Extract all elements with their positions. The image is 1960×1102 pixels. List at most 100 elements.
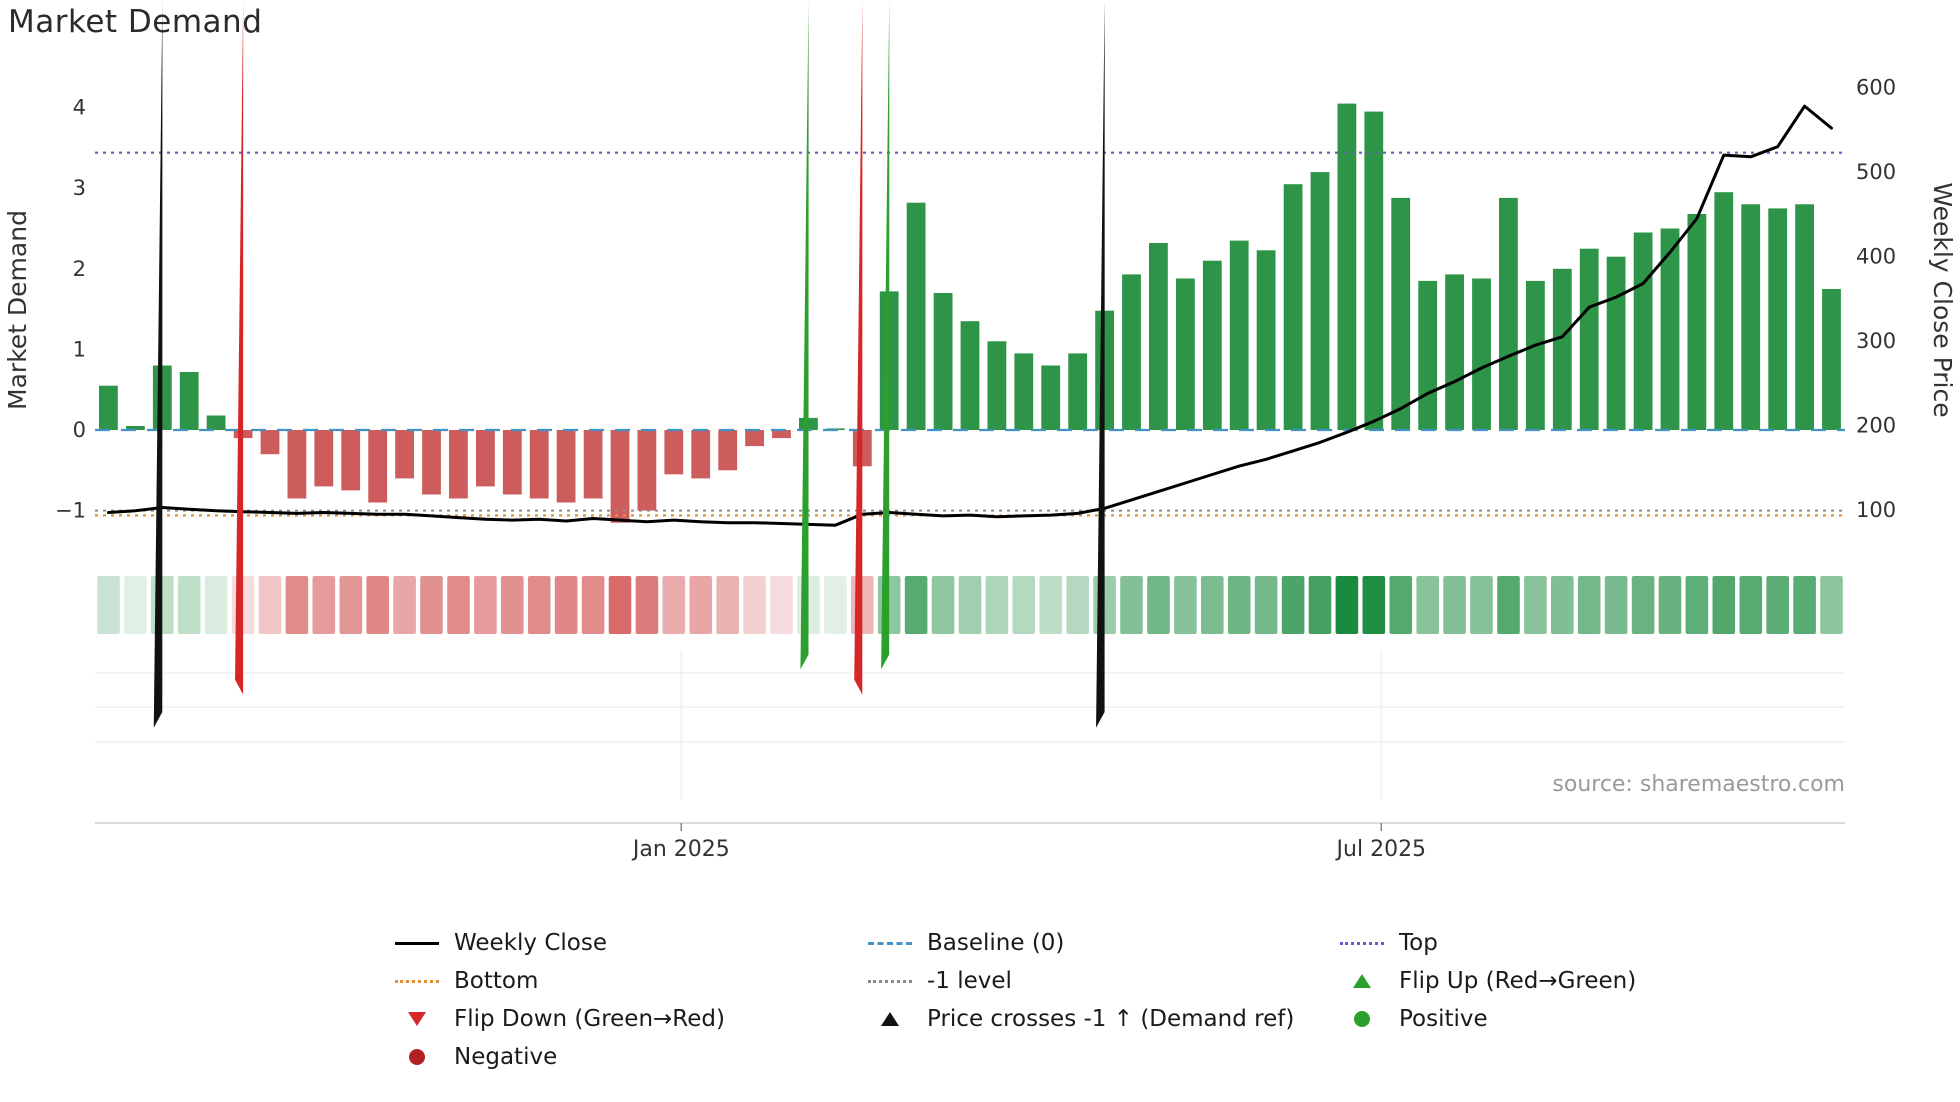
heatmap-cell	[1793, 576, 1816, 634]
heatmap-cell	[1766, 576, 1789, 634]
demand-bar	[1418, 280, 1438, 430]
demand-bar	[1176, 278, 1195, 430]
weekly-close-line	[107, 104, 1833, 527]
heatmap-cell	[258, 576, 282, 634]
demand-bar	[1014, 353, 1034, 430]
demand-bar	[1822, 289, 1841, 430]
right-axis-label: Weekly Close Price	[1928, 182, 1957, 417]
heatmap-cell	[1174, 576, 1197, 634]
demand-bar	[610, 430, 630, 523]
heatmap-cell	[1712, 576, 1736, 634]
demand-bar	[1337, 103, 1357, 430]
heatmap-cell	[1497, 576, 1520, 634]
right-tick-label: 600	[1856, 76, 1896, 100]
demand-bar	[1122, 274, 1141, 430]
demand-bar	[1256, 250, 1276, 430]
heatmap-cell	[1039, 576, 1063, 634]
demand-bar	[1552, 268, 1572, 430]
price-cross-marker-icon	[153, 0, 163, 728]
demand-bar	[1202, 260, 1222, 430]
heatmap-cell	[1604, 576, 1628, 634]
x-tick-label: Jan 2025	[631, 837, 730, 862]
demand-bar	[1768, 208, 1788, 430]
heatmap-cell	[1254, 576, 1278, 634]
demand-bar	[1068, 353, 1088, 430]
demand-bar	[1526, 280, 1545, 430]
demand-bar	[691, 430, 711, 479]
demand-bar	[637, 430, 657, 511]
demand-bar	[1633, 232, 1653, 430]
demand-bar	[529, 430, 549, 499]
demand-bar	[1391, 197, 1411, 430]
heatmap-cell	[985, 576, 1009, 634]
heatmap-cell	[1012, 576, 1036, 634]
demand-bar	[476, 430, 495, 487]
demand-bar	[960, 321, 980, 430]
left-tick-label: 2	[73, 257, 86, 281]
left-axis-label: Market Demand	[3, 210, 32, 410]
demand-bar	[1472, 278, 1491, 430]
heatmap-cell	[1551, 576, 1574, 634]
heatmap-cell	[931, 576, 955, 634]
heatmap-cell	[204, 576, 228, 634]
demand-bar	[1660, 228, 1680, 430]
price-cross-marker-icon	[1096, 0, 1105, 728]
right-tick-label: 200	[1856, 414, 1896, 438]
heatmap-cell	[1120, 576, 1143, 634]
heatmap-cell	[581, 576, 605, 634]
demand-bar	[583, 430, 603, 499]
demand-bar	[933, 293, 953, 430]
heatmap-cell	[1685, 576, 1709, 634]
demand-bar	[179, 372, 199, 430]
demand-bar	[287, 430, 307, 499]
demand-bar	[718, 430, 738, 471]
left-tick-label: 1	[73, 337, 86, 361]
flip-down-marker-icon	[235, 0, 244, 695]
demand-bar	[341, 430, 361, 491]
demand-bar	[1795, 204, 1814, 430]
flip-up-marker-icon	[800, 0, 809, 670]
heatmap-cell	[1308, 576, 1332, 634]
heatmap-cell	[124, 576, 147, 634]
right-tick-label: 300	[1856, 329, 1896, 353]
heatmap-cell	[958, 576, 982, 634]
left-tick-label: 4	[73, 96, 86, 120]
flip-down-marker-icon	[854, 0, 863, 695]
demand-bar	[1579, 248, 1599, 430]
heatmap-cell	[420, 576, 443, 634]
demand-bar	[1741, 204, 1761, 430]
right-tick-label: 100	[1856, 498, 1896, 522]
heatmap-cell	[608, 576, 632, 634]
heatmap-cell	[1470, 576, 1493, 634]
heatmap-cell	[1227, 576, 1251, 634]
heatmap-cell	[743, 576, 766, 634]
heatmap-cell	[1389, 576, 1413, 634]
heatmap-cell	[635, 576, 659, 634]
heatmap-cell	[366, 576, 389, 634]
heatmap-cell	[97, 576, 120, 634]
heatmap-cell	[527, 576, 551, 634]
demand-bar	[368, 430, 388, 503]
demand-bar	[1445, 274, 1464, 430]
right-tick-label: 400	[1856, 245, 1896, 269]
heatmap-cell	[393, 576, 416, 634]
demand-bar	[1041, 365, 1061, 430]
heatmap-cell	[447, 576, 470, 634]
axis-ticks: −1 0 1 2 3 4 100 200 300 400 500 600 Jan 2025 Jul 202…	[55, 76, 1896, 863]
heatmap-cell	[1443, 576, 1466, 634]
flip-up-marker-icon	[881, 0, 890, 670]
demand-bar	[1499, 197, 1518, 430]
demand-bar	[1149, 243, 1168, 430]
right-tick-label: 500	[1856, 160, 1896, 184]
source-text: source: sharemaestro.com	[1552, 772, 1845, 797]
demand-bar	[987, 341, 1007, 430]
heatmap-strip	[97, 576, 1843, 634]
heatmap-cell	[554, 576, 578, 634]
heatmap-cell	[501, 576, 524, 634]
heatmap-cell	[1524, 576, 1547, 634]
demand-bar	[1687, 214, 1707, 430]
demand-bars	[99, 103, 1841, 523]
demand-bar	[395, 430, 414, 479]
